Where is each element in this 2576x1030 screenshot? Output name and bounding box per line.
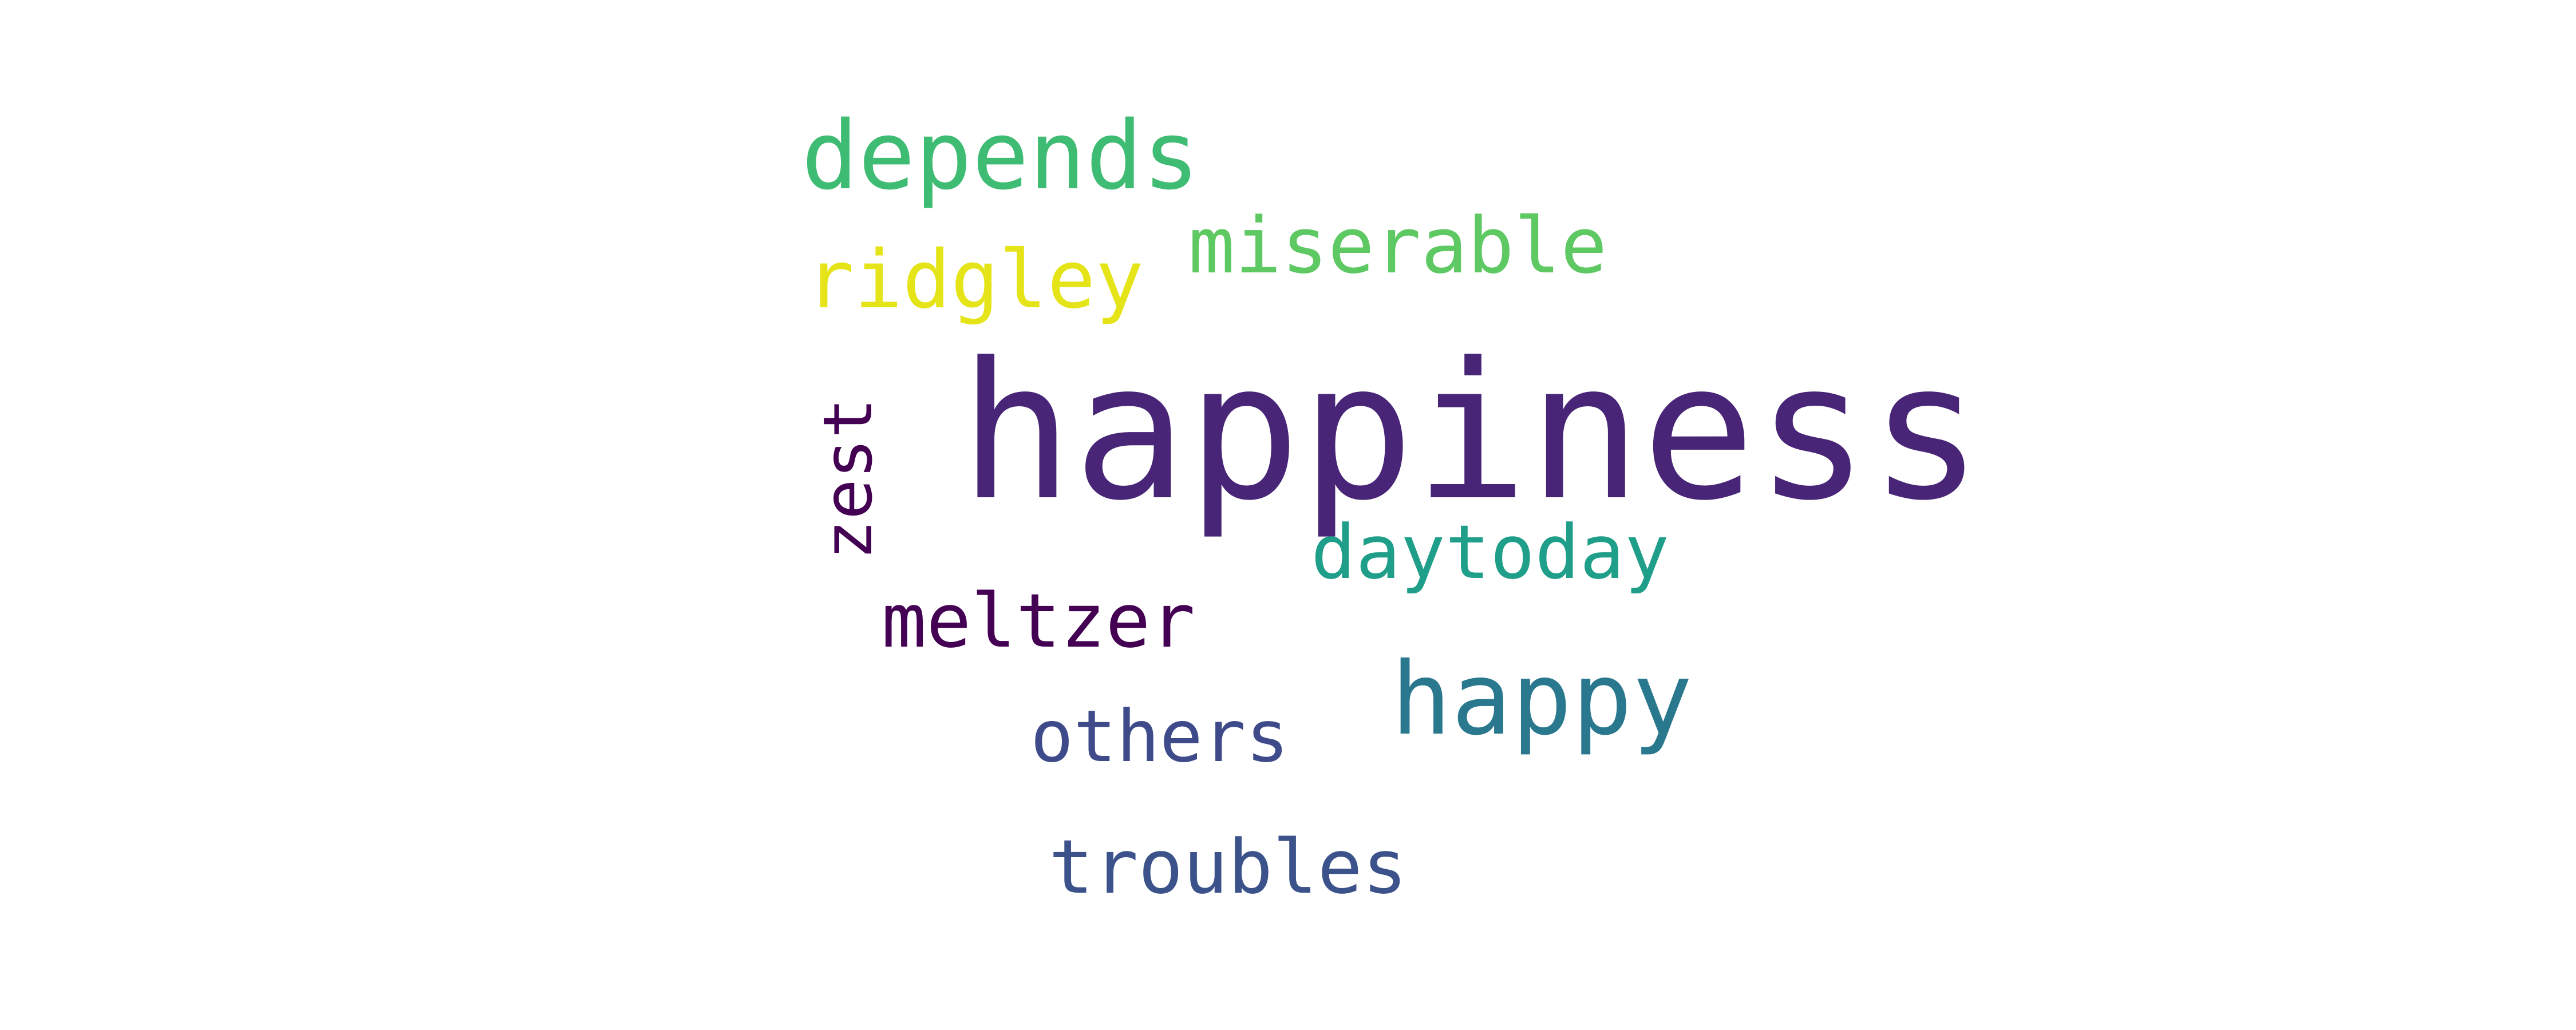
word-meltzer: meltzer [882,577,1195,664]
word-zest: zest [808,398,887,561]
word-others: others [1030,695,1289,778]
word-depends: depends [801,101,1200,211]
word-happiness: happiness [959,322,1984,542]
word-happy: happy [1391,641,1693,758]
word-troubles: troubles [1049,823,1408,910]
word-daytoday: daytoday [1311,509,1670,596]
word-ridgley: ridgley [806,233,1144,327]
word-miserable: miserable [1188,201,1607,291]
